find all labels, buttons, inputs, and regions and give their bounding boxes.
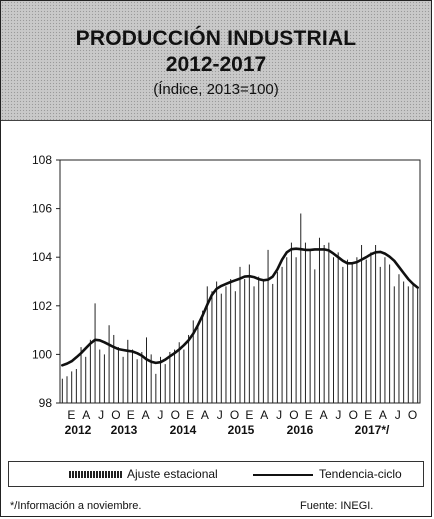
year-label: 2013 xyxy=(111,423,138,437)
x-tick-label: O xyxy=(230,408,239,422)
year-label: 2014 xyxy=(170,423,197,437)
x-tick-label: J xyxy=(276,408,282,422)
x-tick-label: E xyxy=(364,408,372,422)
x-tick-label: J xyxy=(335,408,341,422)
y-tick-label: 106 xyxy=(32,202,52,216)
legend-line-swatch xyxy=(253,474,313,476)
y-tick-label: 98 xyxy=(39,396,53,410)
x-tick-label: A xyxy=(201,408,209,422)
y-tick-label: 102 xyxy=(32,299,52,313)
x-tick-label: E xyxy=(67,408,75,422)
chart-legend: Ajuste estacional Tendencia-ciclo xyxy=(8,461,424,487)
x-tick-label: O xyxy=(111,408,120,422)
x-tick-label: J xyxy=(157,408,163,422)
chart-header: PRODUCCIÓN INDUSTRIAL 2012-2017 (Índice,… xyxy=(1,1,431,121)
y-tick-label: 108 xyxy=(32,153,52,167)
x-tick-label: J xyxy=(395,408,401,422)
year-label: 2015 xyxy=(228,423,255,437)
chart-subtitle: (Índice, 2013=100) xyxy=(153,81,279,98)
x-tick-label: E xyxy=(305,408,313,422)
y-tick-label: 104 xyxy=(32,250,52,264)
x-tick-label: J xyxy=(217,408,223,422)
year-label: 2012 xyxy=(65,423,92,437)
x-tick-label: O xyxy=(408,408,417,422)
x-tick-label: J xyxy=(98,408,104,422)
legend-label-bars: Ajuste estacional xyxy=(127,467,218,481)
year-label: 2017*/ xyxy=(355,423,390,437)
y-tick-label: 100 xyxy=(32,347,52,361)
x-tick-label: A xyxy=(142,408,150,422)
year-label: 2016 xyxy=(287,423,314,437)
source-note: Fuente: INEGI. xyxy=(300,500,374,512)
chart-title: PRODUCCIÓN INDUSTRIAL xyxy=(75,27,357,50)
x-tick-label: A xyxy=(379,408,387,422)
x-tick-label: A xyxy=(320,408,328,422)
x-tick-label: O xyxy=(349,408,358,422)
x-tick-label: O xyxy=(289,408,298,422)
x-tick-label: E xyxy=(127,408,135,422)
x-tick-label: A xyxy=(82,408,90,422)
legend-bars-swatch xyxy=(69,471,123,478)
x-tick-label: E xyxy=(186,408,194,422)
x-tick-label: O xyxy=(171,408,180,422)
trend-line xyxy=(60,247,420,367)
legend-label-line: Tendencia-ciclo xyxy=(319,467,402,481)
x-tick-label: E xyxy=(245,408,253,422)
x-tick-label: A xyxy=(260,408,268,422)
chart-title-years: 2012-2017 xyxy=(165,53,267,76)
footnote: */Información a noviembre. xyxy=(10,500,142,512)
